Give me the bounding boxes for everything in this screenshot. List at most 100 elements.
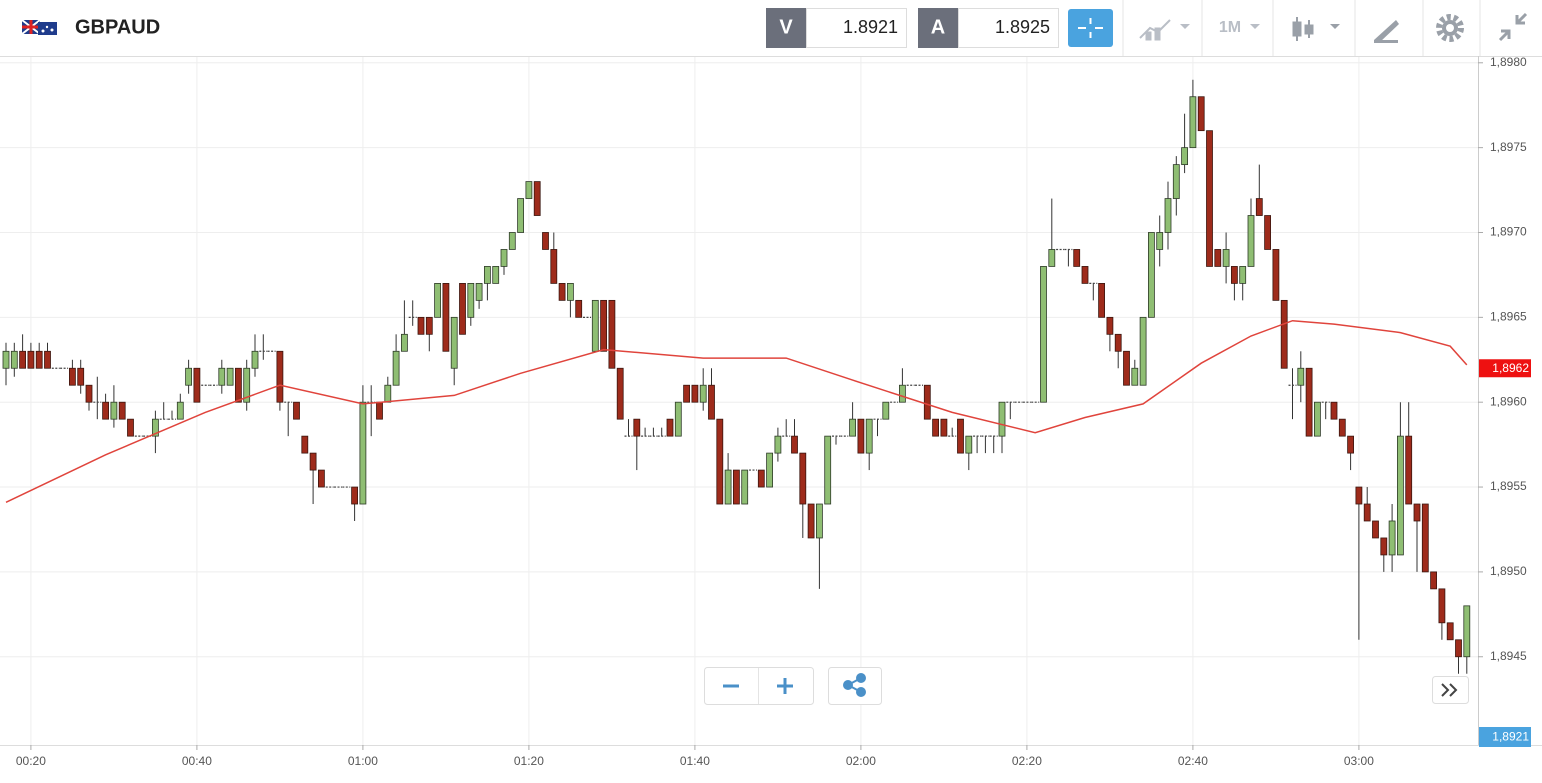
candle-body-up (965, 435, 973, 454)
candle-body-up (1181, 147, 1188, 166)
candle-body-down (118, 401, 126, 420)
crosshair-button[interactable] (1068, 9, 1113, 47)
candle-body-up (2, 350, 10, 369)
zoom-in-button[interactable] (777, 678, 793, 694)
candle-body-down (234, 367, 242, 403)
candle-body-down (1347, 435, 1354, 454)
drawing-tools-button[interactable] (1374, 20, 1399, 43)
ma-price-tag (1479, 359, 1531, 378)
candle-body-down (376, 401, 383, 420)
candle-body-up (766, 452, 773, 488)
sell-price-box (806, 8, 907, 48)
x-tick-label: 02:40 (1178, 754, 1208, 768)
candle-body-up (1314, 401, 1321, 437)
candle-body-up (176, 401, 184, 420)
candle-body-down (1380, 537, 1388, 556)
candle-body-down (708, 384, 715, 420)
toolbar-separators (1122, 0, 1481, 56)
candle-body-down (69, 367, 76, 386)
candle-body-down (932, 418, 939, 437)
candle-body-down (301, 435, 309, 454)
candle-body-down (1272, 249, 1280, 301)
buy-button[interactable] (918, 8, 958, 48)
moving-average-line (5, 319, 1468, 503)
candle-body-up (774, 435, 782, 454)
candle-body-down (791, 435, 798, 454)
y-tick-label: 1,8965 (1490, 310, 1527, 324)
candle-body-up (1388, 520, 1396, 556)
chart-type-button[interactable] (1139, 19, 1190, 41)
candle-body-up (1463, 605, 1471, 658)
candle-body-down (1338, 418, 1346, 437)
candle-body-down (425, 316, 433, 335)
scroll-right-box (1432, 676, 1469, 704)
candle-body-up (185, 367, 193, 386)
y-tick-label: 1,8975 (1490, 140, 1527, 154)
timeframe-button[interactable]: 1M (1219, 19, 1241, 36)
candle-body-up (467, 283, 475, 318)
sell-label: V (779, 16, 793, 38)
candle-body-down (1438, 588, 1446, 624)
candle-body-down (716, 418, 724, 505)
candle-body-down (1355, 486, 1363, 505)
candle-body-down (19, 350, 27, 369)
candle-body-down (1231, 266, 1238, 284)
candle-body-up (1247, 215, 1255, 267)
buy-price-box (958, 8, 1059, 48)
candle-body-up (1164, 198, 1172, 233)
settings-button[interactable] (1436, 14, 1464, 42)
candle-body-down (77, 367, 85, 386)
candle-body-down (1197, 96, 1205, 132)
candle-body-up (849, 418, 856, 437)
candle-body-down (1123, 350, 1130, 386)
x-tick-label: 01:00 (348, 754, 378, 768)
candle-body-up (1297, 367, 1305, 386)
candle-body-down (616, 367, 624, 420)
candle-body-up (998, 401, 1006, 437)
candle-body-up (508, 232, 516, 250)
candle-body-up (699, 384, 707, 403)
candle-body-down (799, 452, 807, 505)
x-tick-label: 02:20 (1012, 754, 1042, 768)
candle-body-down (1372, 520, 1379, 539)
candle-body-up (591, 299, 599, 352)
candle-body-up (1397, 435, 1404, 556)
candle-style-button[interactable] (1292, 17, 1340, 41)
candle-body-down (1264, 215, 1271, 250)
candle-body-up (882, 401, 890, 420)
scroll-right-button[interactable] (1441, 683, 1458, 697)
candle-body-down (309, 452, 317, 471)
candle-body-up (110, 401, 118, 420)
candle-body-up (1222, 249, 1230, 267)
share-button[interactable] (843, 673, 866, 697)
candle-body-up (434, 283, 442, 318)
collapse-button[interactable] (1498, 12, 1528, 42)
candle-body-up (899, 384, 906, 403)
x-tick-label: 01:20 (514, 754, 544, 768)
candle-body-down (533, 181, 541, 216)
sell-price: 1.8921 (843, 17, 898, 37)
candle-body-down (1430, 571, 1437, 590)
candle-body-up (392, 350, 400, 386)
candle-body-down (317, 469, 325, 488)
flag-icon (21, 19, 57, 35)
sell-button[interactable] (766, 8, 806, 48)
x-tick-label: 02:00 (846, 754, 876, 768)
candle-body-down (1363, 503, 1371, 522)
candle-body-down (733, 469, 740, 505)
candle-body-down (1446, 622, 1454, 641)
candle-body-up (1172, 164, 1180, 199)
candle-body-up (567, 283, 574, 301)
candle-body-down (35, 350, 43, 369)
candle-body-up (492, 266, 500, 284)
candle-body-down (691, 384, 699, 403)
candle-body-down (633, 418, 641, 437)
candle-body-down (923, 384, 931, 420)
y-tick-label: 1,8970 (1490, 225, 1527, 239)
candle-body-up (10, 350, 18, 369)
candle-body-up (525, 181, 533, 199)
candle-body-down (1305, 367, 1313, 437)
crosshair-icon (1078, 18, 1103, 38)
